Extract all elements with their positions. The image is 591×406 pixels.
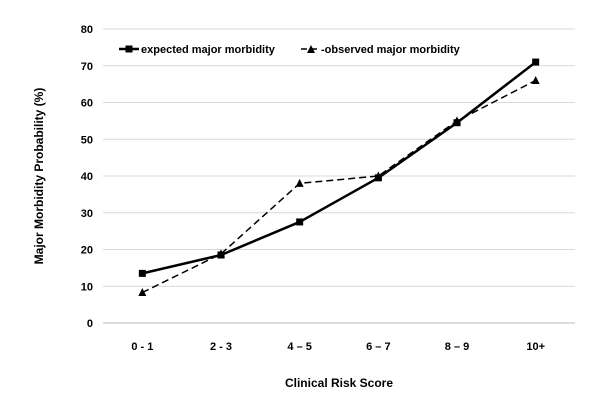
y-tick-labels: 0 10 20 30 40 50 60 70 80 bbox=[81, 24, 93, 330]
x-tick-label: 2 - 3 bbox=[210, 341, 232, 353]
data-point-triangle bbox=[531, 75, 540, 84]
legend-label-observed: -observed major morbidity bbox=[321, 44, 461, 56]
data-point-triangle bbox=[295, 178, 304, 187]
y-tick-label: 40 bbox=[81, 171, 93, 183]
x-tick-label: 4 – 5 bbox=[287, 341, 311, 353]
x-tick-labels: 0 - 1 2 - 3 4 – 5 6 – 7 8 – 9 10+ bbox=[131, 341, 545, 353]
y-tick-label: 0 bbox=[87, 318, 93, 330]
legend-marker-triangle bbox=[307, 45, 315, 53]
y-tick-label: 60 bbox=[81, 98, 93, 110]
legend-item-expected: expected major morbidity bbox=[119, 44, 276, 56]
y-tick-label: 80 bbox=[81, 24, 93, 36]
legend: expected major morbidity -observed major… bbox=[119, 44, 461, 56]
data-point-square bbox=[296, 218, 304, 226]
series-line-expected bbox=[142, 61, 537, 275]
data-point-square bbox=[532, 58, 540, 66]
legend-label-expected: expected major morbidity bbox=[141, 44, 276, 56]
x-tick-label: 10+ bbox=[526, 341, 545, 353]
data-point-triangle bbox=[453, 116, 461, 125]
legend-item-observed: -observed major morbidity bbox=[301, 44, 461, 56]
x-axis-title: Clinical Risk Score bbox=[285, 376, 393, 390]
legend-marker-square bbox=[125, 45, 133, 53]
series-line-observed bbox=[142, 79, 537, 294]
x-tick-label: 8 – 9 bbox=[445, 341, 469, 353]
series-group bbox=[138, 58, 540, 296]
y-tick-label: 20 bbox=[81, 245, 93, 257]
y-axis-title: Major Morbidity Probability (%) bbox=[32, 88, 46, 265]
x-tick-label: 0 - 1 bbox=[131, 341, 153, 353]
x-tick-label: 6 – 7 bbox=[366, 341, 390, 353]
data-point-triangle bbox=[138, 287, 147, 296]
data-point-triangle bbox=[374, 171, 383, 180]
data-point-square bbox=[138, 269, 146, 277]
y-tick-label: 70 bbox=[81, 61, 93, 73]
y-tick-label: 50 bbox=[81, 134, 93, 146]
y-tick-label: 10 bbox=[81, 281, 93, 293]
y-tick-label: 30 bbox=[81, 208, 93, 220]
gridlines bbox=[103, 28, 575, 324]
data-point-triangle bbox=[217, 249, 225, 258]
